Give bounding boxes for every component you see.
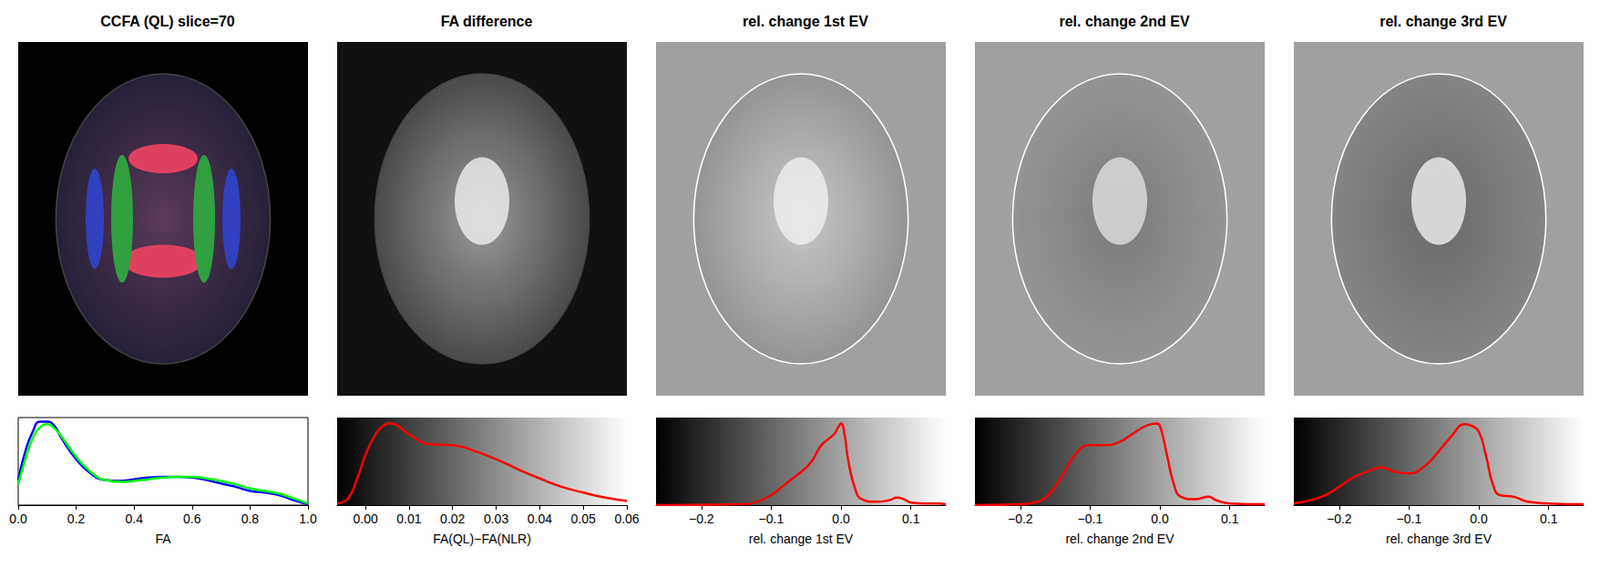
- svg-text:0.0: 0.0: [831, 511, 851, 526]
- svg-text:0.1: 0.1: [1539, 511, 1559, 526]
- svg-text:0.2: 0.2: [67, 511, 86, 526]
- svg-text:−0.2: −0.2: [1326, 511, 1353, 526]
- svg-text:0.6: 0.6: [183, 511, 202, 526]
- svg-text:0.03: 0.03: [483, 511, 509, 526]
- svg-text:−0.1: −0.1: [1396, 511, 1423, 526]
- svg-text:0.8: 0.8: [241, 511, 260, 526]
- svg-text:rel. change 1st EV: rel. change 1st EV: [742, 13, 869, 30]
- svg-text:0.1: 0.1: [1220, 511, 1240, 526]
- svg-text:0.1: 0.1: [902, 511, 921, 526]
- svg-text:−0.2: −0.2: [688, 511, 715, 526]
- svg-text:rel. change 2nd EV: rel. change 2nd EV: [1058, 13, 1190, 30]
- svg-text:0.0: 0.0: [1469, 511, 1488, 526]
- svg-text:0.02: 0.02: [440, 511, 465, 526]
- svg-text:1.0: 1.0: [298, 511, 318, 526]
- svg-text:0.06: 0.06: [614, 511, 639, 526]
- svg-text:0.01: 0.01: [396, 511, 421, 526]
- svg-text:0.04: 0.04: [527, 511, 553, 526]
- svg-text:0.0: 0.0: [9, 511, 28, 526]
- svg-text:0.4: 0.4: [124, 511, 144, 526]
- svg-text:0.05: 0.05: [571, 511, 596, 526]
- svg-text:−0.1: −0.1: [758, 511, 785, 526]
- svg-text:−0.2: −0.2: [1007, 511, 1034, 526]
- svg-text:rel. change 3rd EV: rel. change 3rd EV: [1385, 531, 1493, 546]
- svg-text:FA difference: FA difference: [441, 13, 534, 30]
- svg-text:rel. change 1st EV: rel. change 1st EV: [748, 531, 854, 546]
- svg-text:rel. change 2nd EV: rel. change 2nd EV: [1065, 531, 1175, 546]
- svg-text:rel. change 3rd EV: rel. change 3rd EV: [1379, 13, 1508, 30]
- svg-text:0.00: 0.00: [352, 511, 378, 526]
- svg-text:−0.1: −0.1: [1077, 511, 1104, 526]
- svg-text:FA: FA: [154, 531, 172, 546]
- svg-text:CCFA (QL) slice=70: CCFA (QL) slice=70: [100, 13, 236, 30]
- svg-text:0.0: 0.0: [1150, 511, 1170, 526]
- svg-text:FA(QL)−FA(NLR): FA(QL)−FA(NLR): [432, 531, 532, 546]
